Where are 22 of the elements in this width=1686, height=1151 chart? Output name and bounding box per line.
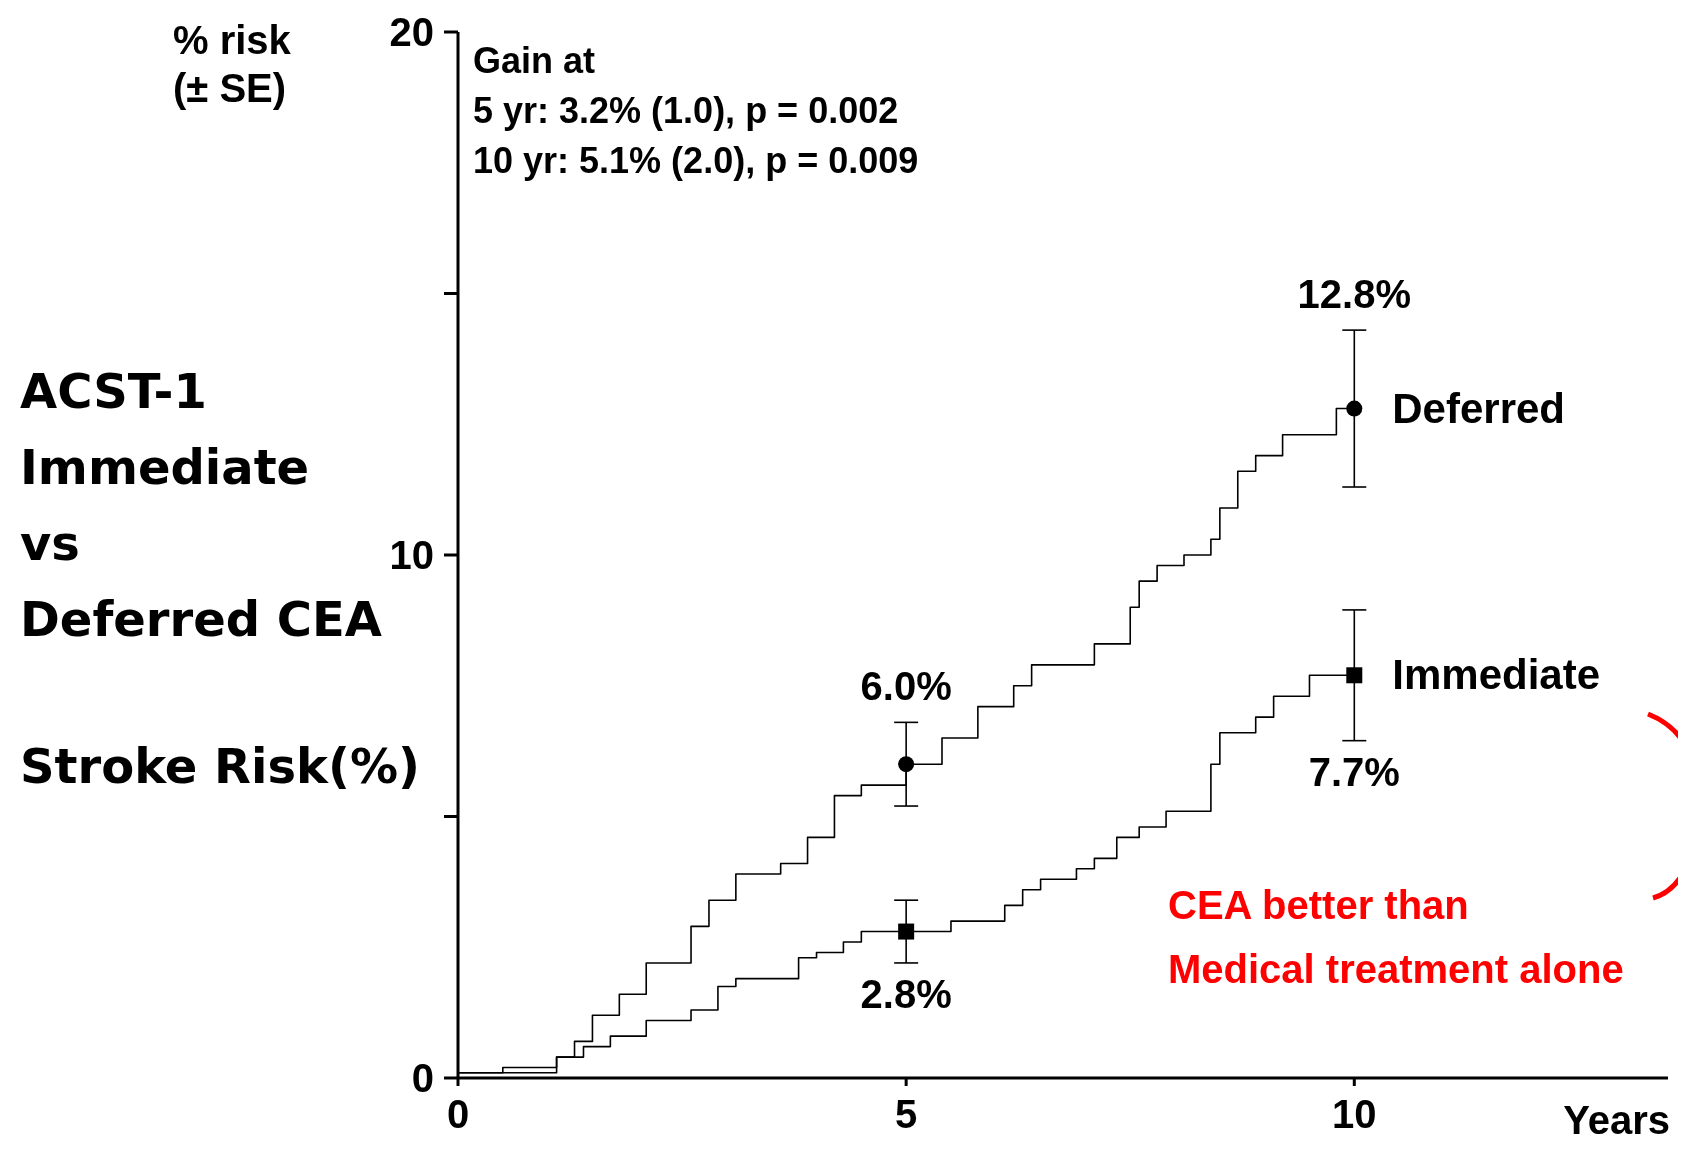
y-tick-label: 0 xyxy=(411,1056,434,1101)
series-label: Immediate xyxy=(1392,651,1601,699)
data-label: 2.8% xyxy=(860,972,952,1017)
annotation: Gain at 5 yr: 3.2% (1.0), p = 0.002 10 yr: 5.1% (2.0), p = 0.009 xyxy=(473,39,919,183)
x-tick-label: 5 xyxy=(895,1092,918,1137)
text: Stroke Risk(%) xyxy=(20,738,420,794)
x-axis-title: Years xyxy=(1563,1098,1670,1143)
series-label: Deferred xyxy=(1392,384,1566,432)
point xyxy=(898,923,915,940)
point xyxy=(1346,667,1363,684)
point xyxy=(898,756,915,773)
y-tick-label: 20 xyxy=(389,10,434,55)
annotation: CEA better than Medical treatment alone xyxy=(1168,882,1624,993)
x-tick-label: 10 xyxy=(1332,1092,1377,1137)
data-label: 12.8% xyxy=(1297,271,1412,316)
x-tick-label: 0 xyxy=(446,1092,470,1137)
data-label: 7.7% xyxy=(1308,750,1400,795)
data-label: 6.0% xyxy=(860,663,952,708)
point xyxy=(1346,400,1363,417)
text: ACST-1 Immediate vs Deferred CEA xyxy=(20,362,382,649)
y-axis-title: % risk (± SE) xyxy=(173,17,291,112)
y-tick-label: 10 xyxy=(389,533,434,578)
